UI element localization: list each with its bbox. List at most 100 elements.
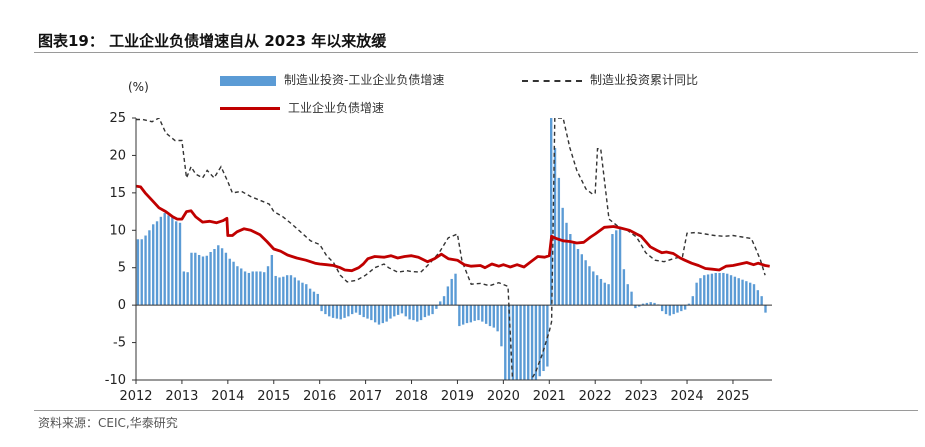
bar	[190, 252, 193, 306]
bar	[599, 278, 603, 306]
bar	[714, 272, 717, 306]
bar	[373, 305, 377, 323]
legend-label-bar: 制造业投资-工业企业负债增速	[284, 73, 445, 87]
bar	[745, 281, 748, 306]
y-tick-label: -5	[113, 336, 126, 351]
bar	[550, 118, 553, 306]
bar	[530, 305, 534, 380]
bar	[615, 230, 618, 306]
bar	[442, 296, 446, 306]
legend-swatch-dashed	[522, 79, 582, 82]
bar	[527, 305, 530, 380]
bar	[312, 291, 316, 306]
bar	[393, 305, 396, 317]
bar	[285, 275, 289, 306]
bar	[366, 305, 369, 319]
bar	[683, 305, 687, 310]
bar	[228, 258, 231, 306]
bar	[454, 273, 457, 306]
bar	[477, 305, 480, 321]
bar	[695, 282, 698, 306]
bar	[389, 305, 392, 319]
x-tick-label: 2022	[579, 389, 612, 404]
bar	[370, 305, 373, 321]
bar	[664, 305, 668, 315]
bar	[653, 302, 656, 306]
bar	[347, 305, 350, 317]
bar	[534, 305, 538, 380]
bar	[572, 241, 576, 306]
bar	[729, 275, 733, 306]
bar	[144, 235, 147, 306]
y-tick-label: 10	[109, 223, 126, 238]
bar	[381, 305, 385, 324]
bar	[174, 221, 178, 306]
x-tick-label: 2018	[395, 389, 428, 404]
chart-title: 图表19： 工业企业负债增速自从 2023 年以来放缓	[38, 32, 387, 50]
bar	[580, 254, 583, 306]
bar	[523, 305, 526, 380]
bar	[484, 305, 488, 324]
x-tick-label: 2015	[257, 389, 290, 404]
bar	[431, 305, 434, 315]
bar	[400, 305, 404, 314]
bar	[266, 266, 270, 306]
bar	[496, 305, 499, 332]
bar	[458, 305, 461, 327]
x-tick-label: 2020	[487, 389, 520, 404]
y-tick-label: 5	[118, 261, 126, 276]
dashed-line-series	[136, 118, 766, 380]
bar	[324, 305, 327, 315]
bar	[282, 276, 285, 306]
bar	[752, 284, 756, 306]
bar	[240, 268, 243, 306]
y-tick-label: 25	[109, 111, 126, 126]
bar	[660, 305, 664, 312]
bar	[538, 305, 541, 377]
bar	[595, 275, 599, 306]
bar	[416, 305, 419, 322]
bar	[507, 305, 511, 380]
legend-item-dashed: 制造业投资累计同比	[522, 71, 698, 88]
bar	[335, 305, 339, 319]
bar	[607, 284, 610, 306]
y-axis-unit: (%)	[128, 80, 149, 94]
bar	[749, 282, 752, 306]
bar	[339, 305, 342, 320]
bar	[557, 177, 561, 306]
bar	[672, 305, 675, 315]
x-tick-label: 2014	[211, 389, 244, 404]
bar	[511, 305, 515, 380]
bar	[217, 245, 220, 306]
bar	[488, 305, 492, 327]
bar	[209, 251, 212, 306]
bar	[236, 266, 239, 306]
bar	[718, 272, 721, 306]
bar	[576, 249, 580, 306]
bar	[764, 305, 767, 313]
bar	[343, 305, 346, 318]
bar	[756, 290, 760, 306]
bar	[519, 305, 522, 380]
bar	[588, 266, 591, 306]
bar	[668, 305, 672, 316]
bar	[427, 305, 430, 316]
bar	[618, 227, 622, 306]
bar	[722, 272, 725, 306]
bar	[331, 305, 335, 318]
bar	[186, 272, 189, 306]
legend-label-dashed: 制造业投资累计同比	[590, 73, 699, 87]
bar	[630, 291, 633, 306]
bar	[251, 271, 254, 306]
bar	[148, 230, 151, 306]
bar	[259, 271, 262, 306]
y-tick-label: 0	[118, 298, 126, 313]
bar	[481, 305, 484, 322]
bar	[726, 273, 729, 306]
bar	[634, 305, 637, 309]
bar	[224, 252, 228, 306]
x-tick-label: 2016	[303, 389, 336, 404]
y-tick-label: 15	[109, 186, 126, 201]
bar-series	[136, 118, 767, 380]
